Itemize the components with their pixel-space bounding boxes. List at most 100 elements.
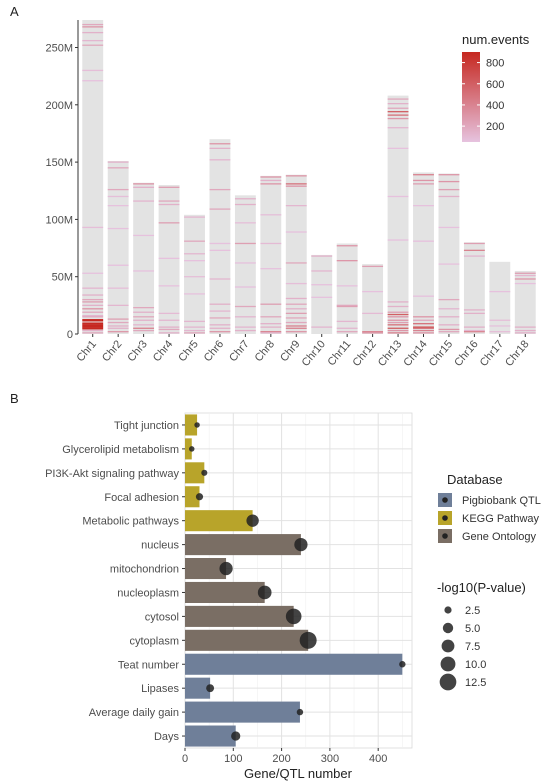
event-band <box>209 331 231 333</box>
chromosome-bar <box>209 139 231 334</box>
event-band <box>260 332 282 334</box>
event-band <box>489 331 511 333</box>
event-band <box>362 331 384 333</box>
event-band <box>438 316 460 318</box>
event-band <box>234 198 256 200</box>
database-legend: Database Pigbiobank QTL KEGG Pathway Gene … <box>438 472 541 543</box>
event-band <box>234 242 256 245</box>
event-band <box>107 195 129 198</box>
event-band <box>413 179 434 182</box>
event-band <box>285 297 307 300</box>
chromosome-bar <box>463 242 485 334</box>
chromosome-bar <box>184 214 205 334</box>
num-events-legend-title: num.events <box>462 32 530 47</box>
legend-label: Gene Ontology <box>462 531 536 543</box>
bar <box>185 462 205 484</box>
event-band <box>489 290 511 293</box>
bar <box>185 677 211 699</box>
event-band <box>260 331 282 333</box>
event-band <box>209 249 231 251</box>
category-label: Days <box>154 731 180 743</box>
event-band <box>260 323 282 325</box>
event-band <box>438 331 460 333</box>
legend-key-dot <box>442 533 448 539</box>
x-tick-label: Chr2 <box>100 338 125 364</box>
event-band <box>336 304 358 307</box>
event-band <box>107 264 129 266</box>
event-band <box>463 309 485 311</box>
size-legend-label: 2.5 <box>465 605 480 617</box>
pvalue-point <box>294 537 308 552</box>
event-band <box>82 319 104 322</box>
event-band <box>82 23 104 26</box>
event-band <box>82 324 104 328</box>
event-band <box>133 200 155 202</box>
event-band <box>438 195 460 198</box>
event-band <box>387 332 409 334</box>
event-band <box>82 304 104 307</box>
category-label: Glycerolipid metabolism <box>62 444 179 456</box>
x-tick-label: Chr12 <box>350 338 378 369</box>
event-band <box>285 331 307 333</box>
num-events-legend: num.events 200 400 600 800 <box>462 32 530 142</box>
event-band <box>209 242 231 245</box>
event-band <box>413 327 434 329</box>
event-band <box>107 188 129 191</box>
event-band <box>387 107 409 109</box>
event-band <box>285 321 307 324</box>
event-band <box>438 180 460 183</box>
event-band <box>107 227 129 230</box>
pvalue-point <box>285 608 302 625</box>
event-band <box>463 312 485 315</box>
event-band <box>285 183 307 185</box>
enrichment-bar-chart: Tight junction Glycerolipid metabolism PI3… <box>45 412 413 765</box>
event-band <box>82 327 104 330</box>
event-band <box>387 327 409 329</box>
event-band <box>133 186 155 188</box>
event-band <box>285 282 307 285</box>
event-band <box>107 331 129 333</box>
event-band <box>184 326 205 328</box>
event-band <box>387 111 409 113</box>
chromosome-bar <box>285 174 307 334</box>
x-tick-label: 0 <box>182 753 188 765</box>
chromosome-bar <box>514 270 536 334</box>
event-band <box>387 313 409 316</box>
event-band <box>514 278 536 280</box>
x-tick-label: Chr10 <box>300 338 328 369</box>
event-band <box>107 318 129 320</box>
event-band <box>107 325 129 327</box>
pvalue-point <box>296 708 304 716</box>
x-tick-label: Chr6 <box>202 338 227 364</box>
event-band <box>82 298 104 301</box>
event-band <box>209 143 231 145</box>
bar <box>185 629 309 651</box>
event-band <box>82 69 104 72</box>
category-label: Focal adhesion <box>104 492 179 504</box>
event-band <box>158 312 180 315</box>
event-band <box>413 183 434 185</box>
pvalue-point <box>195 493 204 501</box>
pvalue-point <box>219 561 233 576</box>
chromosome-bar <box>311 254 333 334</box>
event-band <box>234 286 256 288</box>
x-tick-label: Chr14 <box>401 338 429 369</box>
event-band <box>209 147 231 150</box>
event-band <box>387 316 409 318</box>
bar <box>185 438 192 460</box>
y-tick-label: 0 <box>67 329 73 341</box>
event-band <box>438 298 460 301</box>
event-band <box>336 331 358 333</box>
event-band <box>311 270 333 272</box>
event-band <box>133 234 155 237</box>
event-band <box>387 324 409 326</box>
event-band <box>489 325 511 327</box>
event-band <box>413 240 434 242</box>
event-band <box>184 260 205 262</box>
category-label: Average daily gain <box>89 707 179 719</box>
legend-label: Pigbiobank QTL <box>462 495 541 507</box>
pvalue-point <box>206 684 215 693</box>
chromosome-bar <box>489 261 511 334</box>
event-band <box>133 311 155 313</box>
